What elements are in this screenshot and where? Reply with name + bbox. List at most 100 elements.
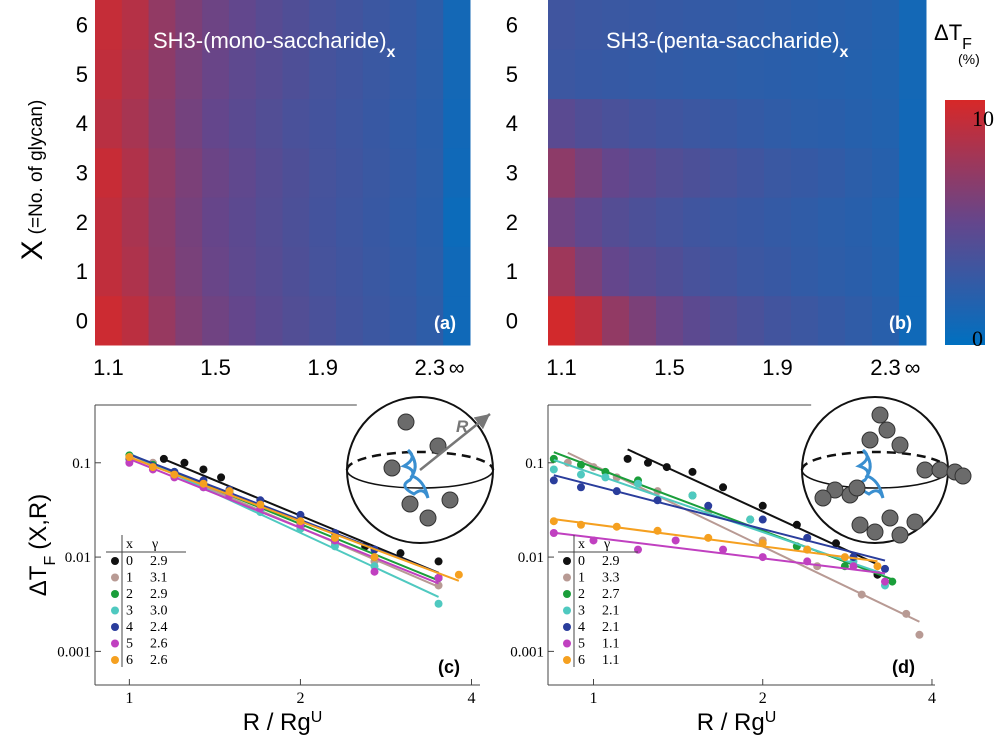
heat-cell xyxy=(121,147,150,198)
heat-cell xyxy=(548,295,576,346)
x-tick-label: 2.3 xyxy=(870,355,901,380)
heat-cell xyxy=(282,49,310,100)
heat-cell xyxy=(548,98,576,149)
heat-cell xyxy=(282,295,310,346)
inset-bead xyxy=(871,406,889,424)
heat-cell xyxy=(818,197,846,247)
x-axis-label-part: R / Rg xyxy=(243,709,311,735)
data-point xyxy=(803,533,812,542)
legend-gamma: 3.1 xyxy=(150,571,168,586)
heat-cell xyxy=(872,49,900,100)
heat-cell xyxy=(175,246,203,297)
inset-bead xyxy=(891,526,909,544)
heat-cell xyxy=(121,295,150,346)
chart-title-part: SH3-(mono-saccharide) xyxy=(153,28,387,53)
heat-cell xyxy=(737,295,765,346)
x-axis-label: R / RgU xyxy=(243,709,323,735)
data-point xyxy=(688,491,697,500)
data-point xyxy=(434,557,443,566)
y-tick-label: 5 xyxy=(506,62,518,87)
fit-line xyxy=(128,458,439,585)
heat-cell xyxy=(872,246,900,297)
legend-gamma: 3.3 xyxy=(602,571,620,586)
heat-cell xyxy=(791,0,819,50)
legend-header: γ xyxy=(603,537,610,552)
heat-cell xyxy=(309,197,337,247)
data-point xyxy=(849,562,858,571)
heat-cell xyxy=(737,98,765,149)
legend-gamma: 1.1 xyxy=(602,653,620,668)
heat-cell xyxy=(95,246,123,297)
heat-cell xyxy=(202,49,230,100)
legend-swatch xyxy=(111,606,119,615)
heat-cell xyxy=(148,0,176,50)
heat-cell xyxy=(818,98,846,149)
colorbar-tick-label: 10 xyxy=(972,106,994,131)
legend-gamma: 2.1 xyxy=(602,620,620,635)
inset-bead xyxy=(401,495,419,513)
legend-swatch xyxy=(563,557,571,565)
y-axis-label-part: (=No. of glycan) xyxy=(26,100,47,235)
data-point xyxy=(296,517,305,526)
y-tick-label: 2 xyxy=(76,210,88,235)
heat-cell xyxy=(255,98,283,149)
y-tick-label: 0.001 xyxy=(510,644,544,660)
heat-cell xyxy=(255,0,283,50)
heat-cell xyxy=(764,295,792,346)
fit-line xyxy=(553,474,886,562)
heat-cell xyxy=(656,49,684,100)
heat-cell xyxy=(95,0,123,50)
data-point xyxy=(576,520,585,529)
heat-cell xyxy=(629,98,657,149)
heat-cell xyxy=(737,0,765,50)
heat-cell xyxy=(575,147,603,198)
legend-label: 6 xyxy=(578,653,585,668)
legend-gamma: 2.1 xyxy=(602,604,620,619)
heat-cell xyxy=(575,98,603,149)
y-axis-label-part: F xyxy=(42,556,59,566)
heat-cell xyxy=(148,98,176,149)
data-point xyxy=(256,500,265,509)
heat-cell xyxy=(336,147,364,198)
heat-cell xyxy=(228,295,257,346)
heat-cell xyxy=(282,147,310,198)
heat-cell xyxy=(255,295,283,346)
inset-bead xyxy=(906,513,924,531)
y-axis-label: ΔTF (X,R) xyxy=(25,494,59,596)
chart-title: SH3-(penta-saccharide)x xyxy=(606,28,849,61)
legend-label: 1 xyxy=(126,571,133,586)
panel-label: (d) xyxy=(892,657,915,677)
heat-cell xyxy=(389,49,417,100)
heat-cell xyxy=(899,98,927,149)
heat-cell xyxy=(389,295,417,346)
heat-cell xyxy=(737,147,765,198)
legend-gamma: 3.0 xyxy=(150,604,168,619)
heat-cell xyxy=(336,98,364,149)
data-point xyxy=(803,557,812,566)
data-point xyxy=(704,533,713,542)
y-tick-label: 4 xyxy=(506,111,518,136)
heat-cell xyxy=(629,246,657,297)
heat-cell xyxy=(899,0,927,50)
heat-cell xyxy=(845,246,873,297)
heat-cell xyxy=(818,246,846,297)
heat-cell xyxy=(228,0,257,50)
y-tick-label: 0.1 xyxy=(525,456,544,472)
heat-cell xyxy=(202,295,230,346)
heat-cell xyxy=(443,147,471,198)
inset-bead xyxy=(891,436,909,454)
heat-cell xyxy=(602,0,630,50)
y-tick-label: 1 xyxy=(76,259,88,284)
heat-cell xyxy=(175,0,203,50)
data-point xyxy=(601,473,610,482)
heat-cell xyxy=(443,295,471,346)
inset-equator xyxy=(345,450,495,471)
data-point xyxy=(719,483,728,492)
chart-title-part: SH3-(penta-saccharide) xyxy=(606,28,840,53)
heat-cell xyxy=(710,147,738,198)
data-point xyxy=(370,567,379,576)
heat-cell xyxy=(791,147,819,198)
data-point xyxy=(370,562,379,571)
legend-swatch xyxy=(563,573,571,582)
heat-cell xyxy=(656,0,684,50)
